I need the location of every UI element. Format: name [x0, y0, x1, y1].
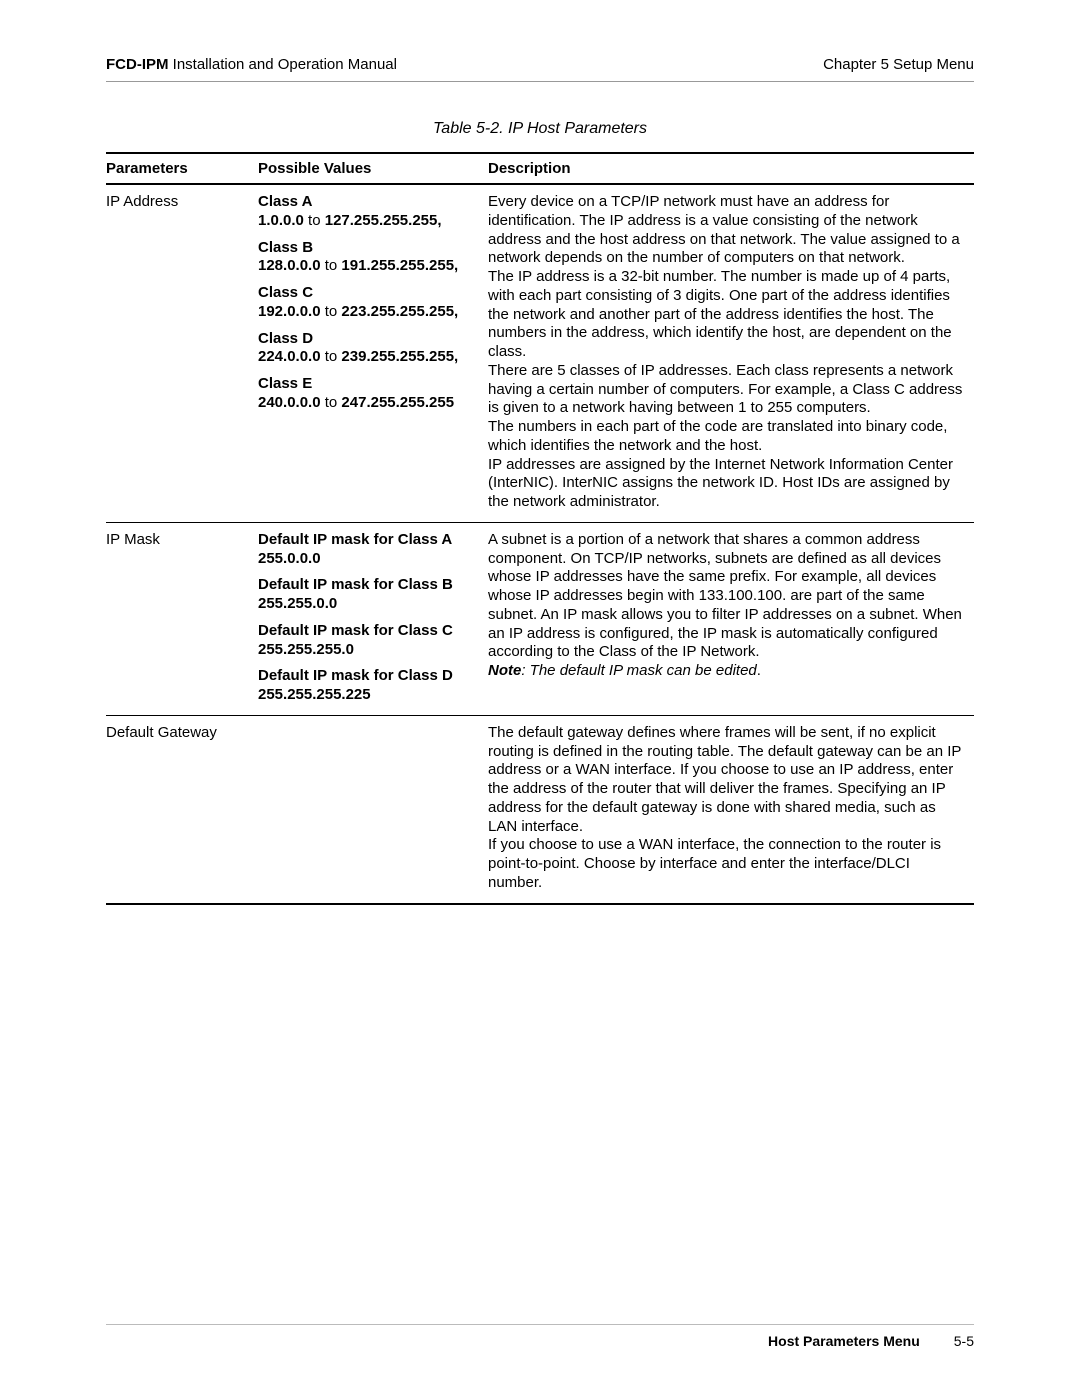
page-footer: Host Parameters Menu 5-5: [106, 1324, 974, 1349]
description-note: Note: The default IP mask can be edited.: [488, 662, 968, 681]
description: The default gateway defines where frames…: [488, 715, 974, 903]
value-block: Class B128.0.0.0 to 191.255.255.255,: [258, 239, 482, 277]
description-paragraph: A subnet is a portion of a network that …: [488, 531, 968, 662]
value-title: Class C: [258, 284, 482, 303]
value-block: Default IP mask for Class B255.255.0.0: [258, 576, 482, 614]
value-title: Class D: [258, 330, 482, 349]
header-chapter: Chapter 5 Setup Menu: [823, 56, 974, 73]
description: A subnet is a portion of a network that …: [488, 522, 974, 715]
value-range: 255.255.255.0: [258, 641, 482, 660]
value-title: Default IP mask for Class A: [258, 531, 482, 550]
value-block: Default IP mask for Class C255.255.255.0: [258, 622, 482, 660]
value-range: 255.0.0.0: [258, 550, 482, 569]
table-row: IP MaskDefault IP mask for Class A255.0.…: [106, 522, 974, 715]
value-range: 240.0.0.0 to 247.255.255.255: [258, 394, 482, 413]
description-paragraph: Every device on a TCP/IP network must ha…: [488, 193, 968, 268]
parameter-name: IP Address: [106, 184, 258, 522]
table-row: Default Gateway The default gateway defin…: [106, 715, 974, 903]
product-name: FCD-IPM: [106, 56, 169, 73]
description-paragraph: The default gateway defines where frames…: [488, 724, 968, 837]
description-paragraph: If you choose to use a WAN interface, th…: [488, 836, 968, 892]
value-range: 128.0.0.0 to 191.255.255.255,: [258, 257, 482, 276]
page-header: FCD-IPM Installation and Operation Manua…: [106, 56, 974, 82]
value-title: Default IP mask for Class B: [258, 576, 482, 595]
value-range: 1.0.0.0 to 127.255.255.255,: [258, 212, 482, 231]
value-block: Default IP mask for Class A255.0.0.0: [258, 531, 482, 569]
header-left: FCD-IPM Installation and Operation Manua…: [106, 56, 397, 73]
value-block: Class E240.0.0.0 to 247.255.255.255: [258, 375, 482, 413]
value-title: Class B: [258, 239, 482, 258]
manual-title: Installation and Operation Manual: [169, 56, 397, 73]
value-range: 192.0.0.0 to 223.255.255.255,: [258, 303, 482, 322]
col-header-description: Description: [488, 153, 974, 184]
description-paragraph: The IP address is a 32-bit number. The n…: [488, 268, 968, 362]
value-title: Class E: [258, 375, 482, 394]
value-title: Class A: [258, 193, 482, 212]
description-paragraph: There are 5 classes of IP addresses. Eac…: [488, 362, 968, 418]
description: Every device on a TCP/IP network must ha…: [488, 184, 974, 522]
possible-values: [258, 715, 488, 903]
value-block: Class D224.0.0.0 to 239.255.255.255,: [258, 330, 482, 368]
parameter-name: Default Gateway: [106, 715, 258, 903]
table-caption: Table 5-2. IP Host Parameters: [106, 120, 974, 138]
value-title: Default IP mask for Class D: [258, 667, 482, 686]
footer-section: Host Parameters Menu: [768, 1333, 920, 1349]
value-block: Default IP mask for Class D255.255.255.2…: [258, 667, 482, 705]
value-range: 255.255.0.0: [258, 595, 482, 614]
col-header-values: Possible Values: [258, 153, 488, 184]
value-title: Default IP mask for Class C: [258, 622, 482, 641]
description-paragraph: The numbers in each part of the code are…: [488, 418, 968, 456]
possible-values: Class A1.0.0.0 to 127.255.255.255,Class …: [258, 184, 488, 522]
table-header-row: Parameters Possible Values Description: [106, 153, 974, 184]
value-block: Class A1.0.0.0 to 127.255.255.255,: [258, 193, 482, 231]
value-range: 224.0.0.0 to 239.255.255.255,: [258, 348, 482, 367]
table-row: IP AddressClass A1.0.0.0 to 127.255.255.…: [106, 184, 974, 522]
footer-page-number: 5-5: [954, 1333, 974, 1349]
col-header-parameters: Parameters: [106, 153, 258, 184]
value-range: 255.255.255.225: [258, 686, 482, 705]
parameter-name: IP Mask: [106, 522, 258, 715]
possible-values: Default IP mask for Class A255.0.0.0Defa…: [258, 522, 488, 715]
value-block: Class C192.0.0.0 to 223.255.255.255,: [258, 284, 482, 322]
description-paragraph: IP addresses are assigned by the Interne…: [488, 456, 968, 512]
ip-host-parameters-table: Parameters Possible Values Description I…: [106, 152, 974, 905]
